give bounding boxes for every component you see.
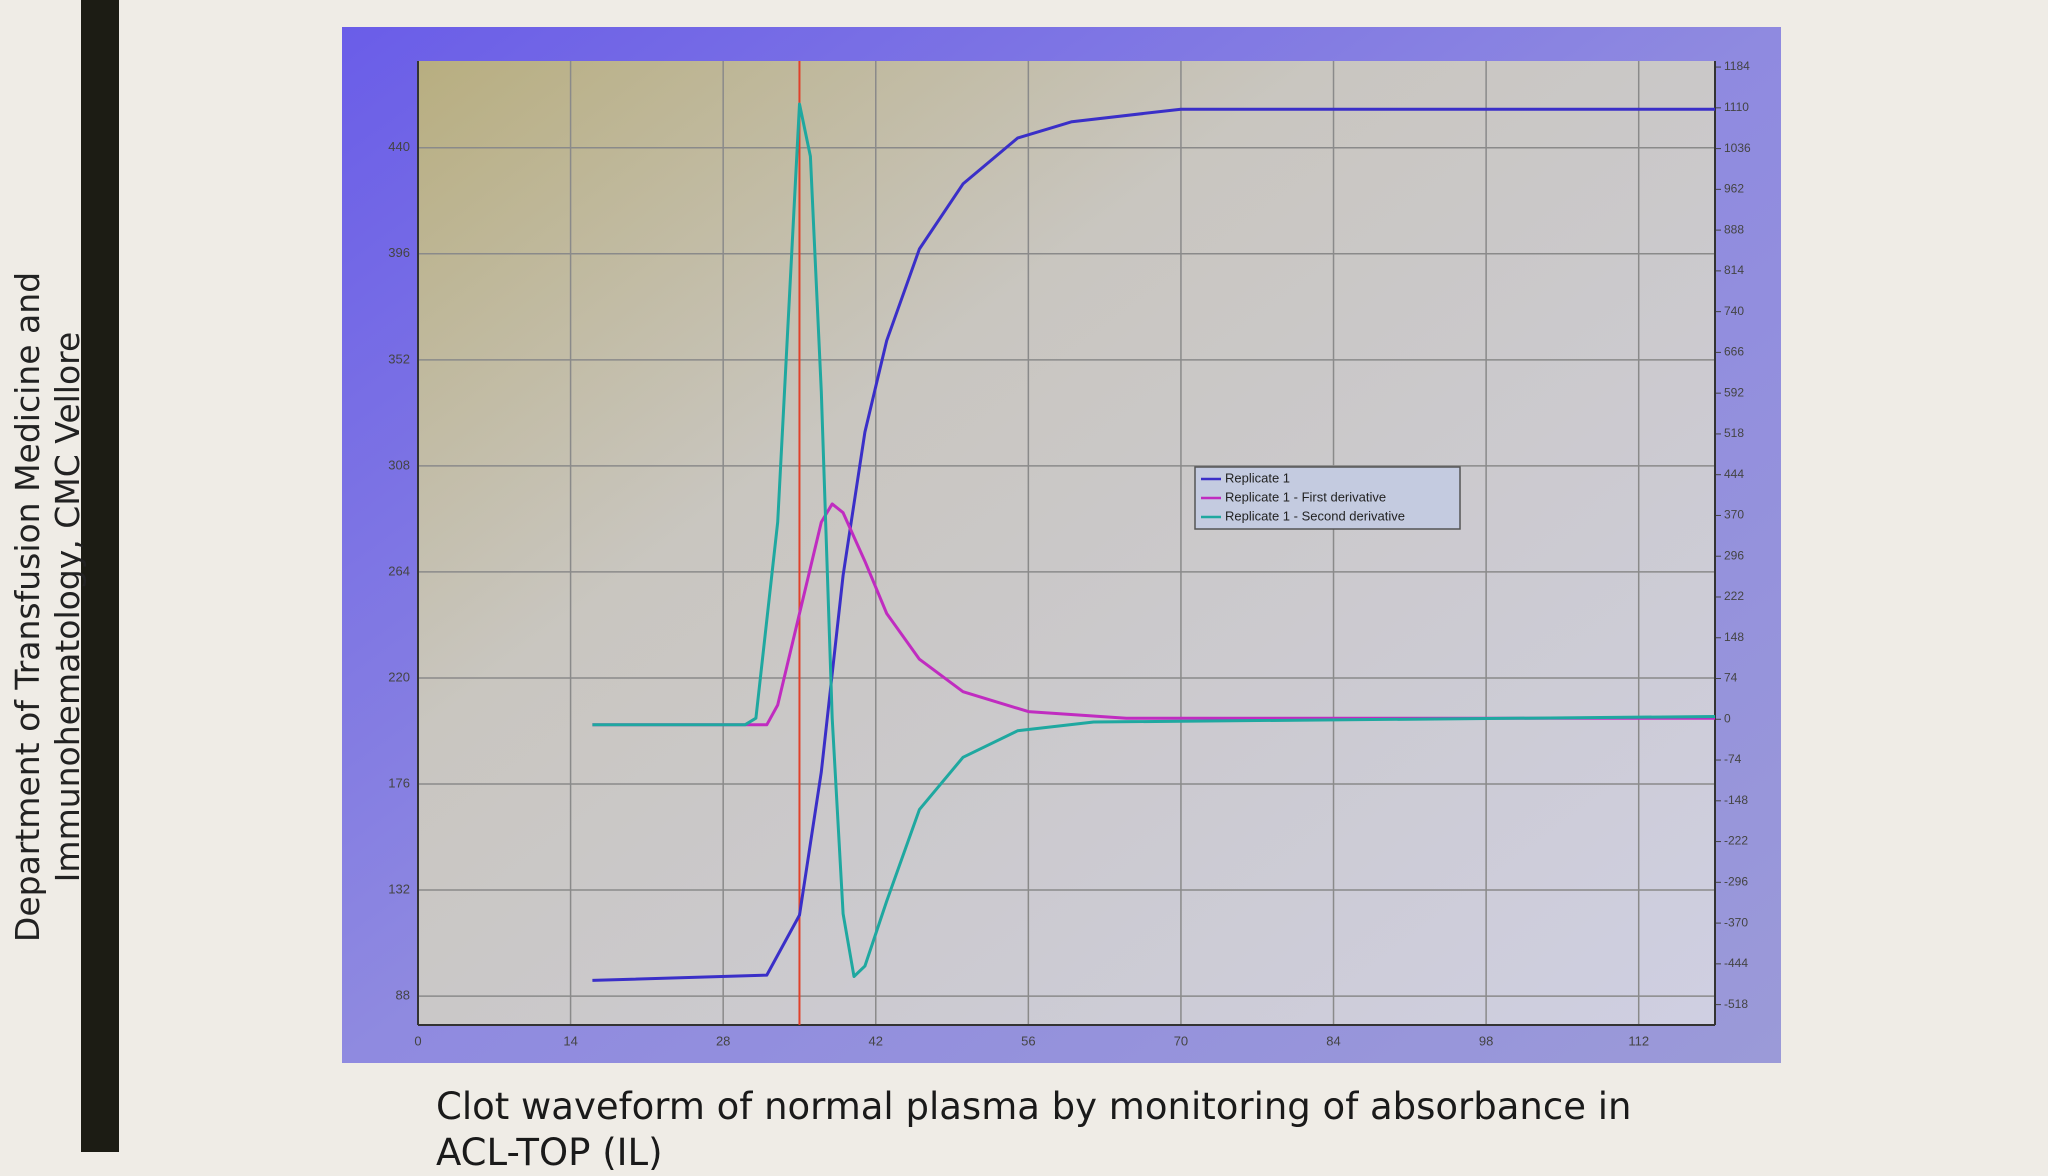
y-tick-label: 396 — [388, 245, 410, 260]
y2-tick-label: 296 — [1724, 548, 1744, 562]
y2-tick-label: -296 — [1724, 874, 1748, 888]
y-tick-label: 440 — [388, 139, 410, 154]
y2-tick-label: 1184 — [1724, 59, 1750, 73]
y2-tick-label: 222 — [1724, 589, 1744, 603]
y2-tick-label: 1110 — [1724, 100, 1749, 114]
y2-tick-label: 740 — [1724, 304, 1744, 318]
chart-photo: 0 14 28 42 56 70 84 98 112 88 132 176 220 264 308 352 39… — [342, 27, 1781, 1063]
y-tick-label: 88 — [396, 988, 410, 1003]
series-line — [592, 107, 1715, 982]
y2-tick-label: -518 — [1724, 997, 1748, 1011]
y2-tick-label: 814 — [1724, 263, 1744, 277]
x-tick-label: 70 — [1174, 1033, 1188, 1048]
x-tick-label: 14 — [563, 1033, 577, 1048]
legend-label: Replicate 1 - Second derivative — [1225, 508, 1405, 523]
y2-tick-label: -444 — [1724, 956, 1748, 970]
y2-tick-label: 1036 — [1724, 141, 1751, 155]
y-tick-label: 176 — [388, 775, 410, 790]
y-tick-label: 264 — [388, 563, 410, 578]
sidebar-bar — [81, 0, 119, 1152]
y2-tick-label: 666 — [1724, 345, 1744, 359]
y2-tick-label: 518 — [1724, 426, 1744, 440]
y-tick-label: 220 — [388, 669, 410, 684]
y2-tick-label: -148 — [1724, 793, 1748, 807]
slide: {"sidebar_text": "Department of Transfus… — [8, 0, 1781, 1174]
legend-label: Replicate 1 — [1225, 470, 1290, 485]
chart: 0 14 28 42 56 70 84 98 112 88 132 176 220 264 308 352 39… — [388, 59, 1751, 1048]
legend-label: Replicate 1 - First derivative — [1225, 489, 1386, 504]
y2-tick-label: 148 — [1724, 630, 1744, 644]
x-tick-label: 84 — [1326, 1033, 1340, 1048]
y2-tick-label: 74 — [1724, 671, 1738, 685]
y2-tick-label: 444 — [1724, 467, 1744, 481]
y-tick-label: 132 — [388, 881, 410, 896]
series-line — [592, 502, 1715, 727]
y2-tick-label: -370 — [1724, 915, 1748, 929]
y2-tick-label: 0 — [1724, 711, 1731, 725]
plot-area — [418, 61, 1715, 1025]
y2-tick-label: 370 — [1724, 508, 1744, 522]
y-tick-label: 308 — [388, 457, 410, 472]
series-line — [592, 102, 1716, 978]
x-tick-label: 28 — [716, 1033, 730, 1048]
y2-tick-label: 592 — [1724, 385, 1744, 399]
y-tick-label: 352 — [388, 351, 410, 366]
x-tick-label: 42 — [869, 1033, 883, 1048]
y2-tick-label: -222 — [1724, 834, 1748, 848]
caption: Clot waveform of normal plasma by monito… — [436, 1085, 1632, 1174]
x-tick-label: 98 — [1479, 1033, 1493, 1048]
x-tick-label: 56 — [1021, 1033, 1035, 1048]
y2-tick-label: 888 — [1724, 222, 1744, 236]
y2-tick-label: 962 — [1724, 182, 1744, 196]
x-tick-label: 112 — [1628, 1033, 1649, 1048]
x-tick-label: 0 — [414, 1033, 421, 1048]
y2-tick-label: -74 — [1724, 752, 1742, 766]
legend-box — [1194, 466, 1461, 530]
